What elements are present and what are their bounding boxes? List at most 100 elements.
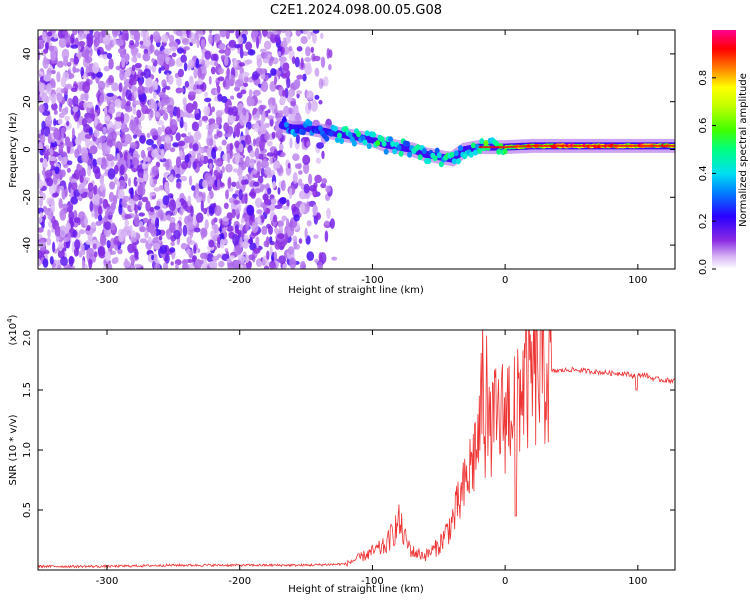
signal-blob xyxy=(317,125,323,132)
noise-blob xyxy=(228,30,235,34)
noise-blob xyxy=(278,143,284,151)
noise-blob xyxy=(217,76,225,82)
noise-blob xyxy=(194,227,201,233)
noise-blob xyxy=(239,114,247,126)
noise-blob xyxy=(86,252,90,260)
noise-blob xyxy=(317,261,323,269)
noise-blob xyxy=(324,220,330,226)
noise-blob xyxy=(194,113,201,121)
noise-blob xyxy=(146,146,154,152)
noise-blob xyxy=(199,259,204,265)
noise-blob xyxy=(287,226,291,238)
noise-blob xyxy=(254,188,261,194)
noise-blob xyxy=(90,108,95,115)
snr-frame xyxy=(37,329,676,571)
noise-blob xyxy=(132,134,138,139)
noise-blob xyxy=(58,105,62,113)
noise-blob xyxy=(175,182,181,189)
noise-blob xyxy=(165,85,171,91)
noise-blob xyxy=(172,142,180,148)
noise-blob xyxy=(129,142,137,149)
spectrogram-plot-area xyxy=(38,30,675,269)
noise-blob xyxy=(65,222,71,232)
noise-blob xyxy=(218,67,224,75)
noise-blob xyxy=(184,154,190,164)
noise-blob xyxy=(299,203,306,215)
noise-blob xyxy=(203,58,210,68)
noise-blob xyxy=(269,56,275,61)
signal-blob xyxy=(483,140,489,147)
noise-blob xyxy=(140,149,146,159)
noise-blob xyxy=(128,177,131,187)
noise-blob xyxy=(42,258,49,268)
noise-blob xyxy=(200,154,205,161)
noise-blob xyxy=(261,225,268,235)
noise-blob xyxy=(164,253,170,264)
noise-blob xyxy=(238,143,244,153)
snr-plot-area xyxy=(38,330,675,569)
noise-blob xyxy=(61,247,67,252)
noise-blob xyxy=(254,147,260,159)
noise-blob xyxy=(266,140,273,147)
noise-blob xyxy=(42,158,48,169)
noise-blob xyxy=(84,215,88,227)
noise-blob xyxy=(177,68,184,78)
noise-blob xyxy=(234,227,240,234)
noise-blob xyxy=(296,74,304,80)
noise-blob xyxy=(232,233,239,246)
noise-blob xyxy=(130,187,134,200)
noise-blob xyxy=(198,191,203,197)
noise-blob xyxy=(64,84,71,89)
noise-blob xyxy=(44,169,53,179)
noise-blob xyxy=(180,175,188,182)
spectrogram-x-label: Height of straight line (km) xyxy=(288,285,424,296)
noise-blob xyxy=(189,75,194,84)
noise-blob xyxy=(116,152,120,161)
noise-blob xyxy=(74,148,80,159)
noise-blob xyxy=(329,218,335,230)
noise-blob xyxy=(328,63,332,71)
noise-blob xyxy=(153,242,161,250)
noise-blob xyxy=(124,214,132,220)
noise-blob xyxy=(161,79,167,88)
x-tick-label: -200 xyxy=(228,576,251,587)
noise-blob xyxy=(47,133,52,144)
noise-blob xyxy=(46,177,54,187)
noise-blob xyxy=(124,219,129,227)
noise-blob xyxy=(38,207,44,214)
noise-blob xyxy=(86,118,93,123)
noise-blob xyxy=(276,220,284,228)
noise-blob xyxy=(118,179,126,190)
noise-blob xyxy=(71,178,77,183)
noise-blob xyxy=(39,247,47,252)
noise-blob xyxy=(38,216,43,223)
noise-blob xyxy=(214,61,219,67)
signal-blob xyxy=(300,129,306,136)
noise-blob xyxy=(104,250,111,262)
noise-blob xyxy=(101,189,106,198)
noise-blob xyxy=(138,212,145,217)
noise-blob xyxy=(169,119,178,131)
noise-blob xyxy=(139,238,147,244)
noise-blob xyxy=(187,258,193,263)
noise-blob xyxy=(186,30,190,35)
noise-blob xyxy=(108,106,116,115)
noise-blob xyxy=(185,248,191,255)
signal-blob xyxy=(434,147,440,154)
noise-blob xyxy=(183,46,190,51)
noise-blob xyxy=(51,69,56,75)
noise-blob xyxy=(51,30,57,35)
noise-blob xyxy=(243,75,249,83)
signal-blob xyxy=(388,136,393,143)
noise-blob xyxy=(243,82,249,88)
signal-blob xyxy=(449,151,455,158)
noise-blob xyxy=(60,256,68,267)
noise-blob xyxy=(190,205,194,218)
signal-blob xyxy=(364,130,370,137)
noise-blob xyxy=(292,153,300,161)
noise-blob xyxy=(227,177,232,189)
noise-blob xyxy=(43,150,51,157)
noise-blob xyxy=(70,33,75,44)
noise-blob xyxy=(237,36,244,45)
noise-blob xyxy=(209,162,213,170)
